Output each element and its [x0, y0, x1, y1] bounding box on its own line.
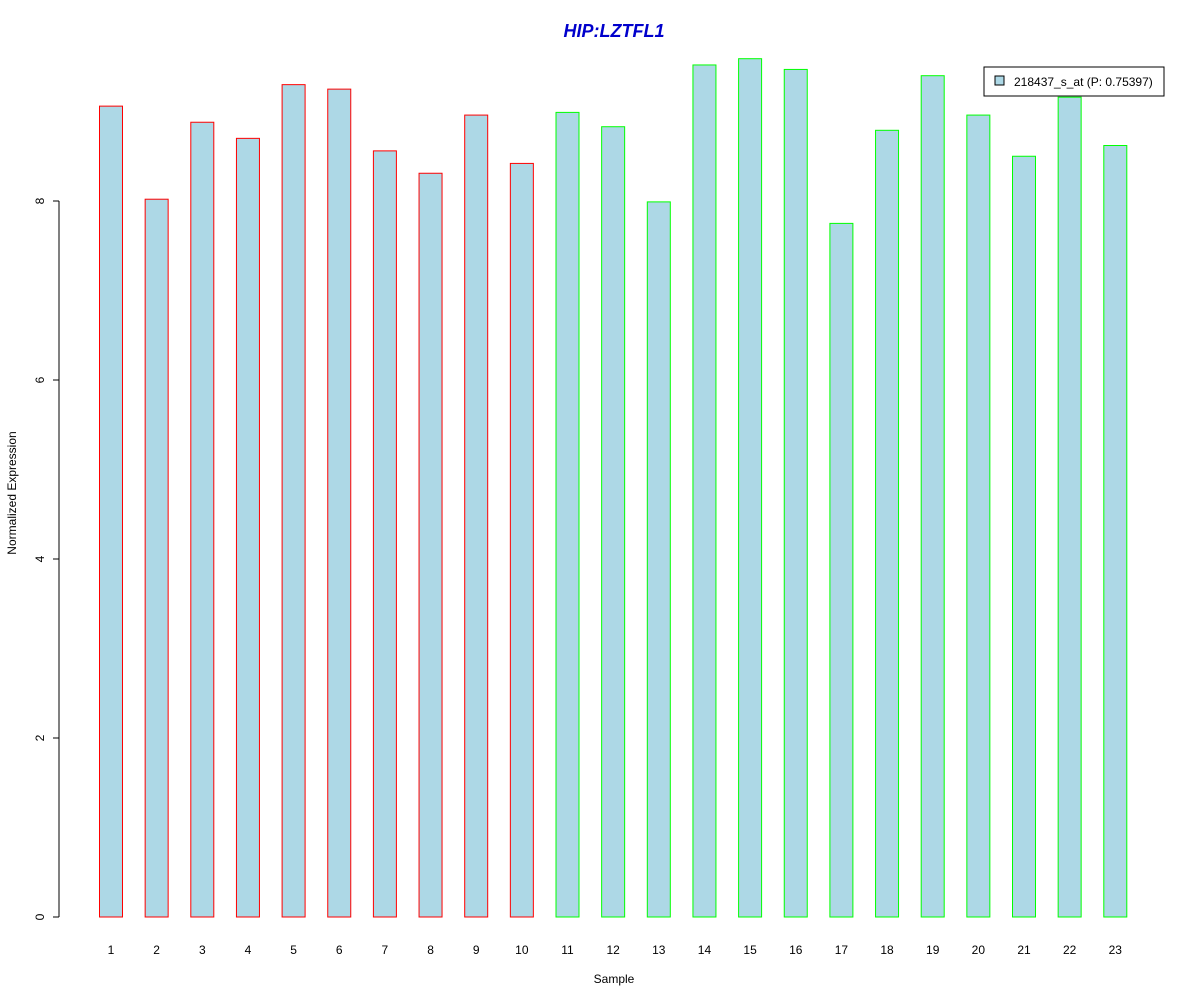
bar-sample-7 — [372, 150, 397, 918]
x-tick-label: 16 — [789, 943, 803, 957]
y-axis: 0 2 4 6 8 — [33, 197, 60, 920]
x-tick-label: 14 — [698, 943, 712, 957]
x-tick-label: 10 — [515, 943, 529, 957]
x-tick-label: 23 — [1109, 943, 1123, 957]
x-tick-label: 15 — [743, 943, 757, 957]
bar-sample-21 — [1012, 155, 1036, 918]
bar-sample-13 — [646, 201, 671, 918]
y-tick-label: 8 — [33, 197, 47, 204]
bar-sample-11 — [555, 111, 580, 918]
x-tick-label: 17 — [835, 943, 849, 957]
legend-label: 218437_s_at (P: 0.75397) — [1014, 75, 1153, 89]
x-tick-label: 6 — [336, 943, 343, 957]
bar-sample-4 — [235, 137, 260, 918]
bar-sample-14 — [692, 64, 717, 918]
bar-sample-6 — [327, 88, 352, 918]
x-tick-label: 1 — [108, 943, 115, 957]
x-tick-label: 12 — [606, 943, 620, 957]
bar-sample-1 — [99, 105, 123, 918]
bar-sample-16 — [783, 68, 808, 918]
x-tick-label: 4 — [245, 943, 252, 957]
bars — [99, 58, 1128, 918]
x-tick-label: 20 — [972, 943, 986, 957]
x-tick-label: 22 — [1063, 943, 1077, 957]
y-axis-title: Normalized Expression — [5, 431, 19, 554]
bar-sample-23 — [1103, 145, 1128, 918]
x-tick-label: 13 — [652, 943, 666, 957]
legend-box — [983, 66, 1165, 97]
bar-sample-2 — [144, 198, 169, 918]
x-tick-label: 11 — [561, 943, 574, 957]
bar-sample-17 — [829, 222, 854, 918]
x-tick-label: 3 — [199, 943, 206, 957]
bar-sample-12 — [601, 126, 626, 918]
chart-title: HIP:LZTFL1 — [564, 21, 665, 41]
bar-sample-18 — [875, 129, 900, 918]
x-tick-label: 9 — [473, 943, 480, 957]
bar-sample-19 — [920, 75, 945, 918]
y-tick-label: 2 — [33, 734, 47, 741]
legend: 218437_s_at (P: 0.75397) — [983, 66, 1165, 97]
legend-swatch — [994, 75, 1005, 86]
x-tick-label: 7 — [382, 943, 389, 957]
bar-sample-20 — [966, 114, 991, 918]
x-axis-title: Sample — [594, 972, 635, 986]
x-tick-label: 18 — [880, 943, 894, 957]
bar-sample-3 — [190, 121, 215, 918]
y-tick-label: 0 — [33, 913, 47, 920]
bar-sample-15 — [738, 58, 763, 918]
bar-sample-9 — [464, 114, 489, 918]
y-tick-label: 6 — [33, 376, 47, 383]
bar-sample-5 — [281, 84, 306, 918]
x-tick-label: 2 — [153, 943, 160, 957]
x-tick-labels: 1 2 3 4 5 6 7 8 9 10 11 12 13 14 15 16 17 18 19 20 21 22 23 — [108, 943, 1123, 957]
bar-sample-22 — [1057, 96, 1082, 918]
bar-sample-8 — [418, 172, 443, 918]
x-tick-label: 21 — [1017, 943, 1031, 957]
x-tick-label: 8 — [427, 943, 434, 957]
x-tick-label: 5 — [290, 943, 297, 957]
y-tick-label: 4 — [33, 555, 47, 562]
x-tick-label: 19 — [926, 943, 940, 957]
bar-sample-10 — [509, 162, 534, 918]
